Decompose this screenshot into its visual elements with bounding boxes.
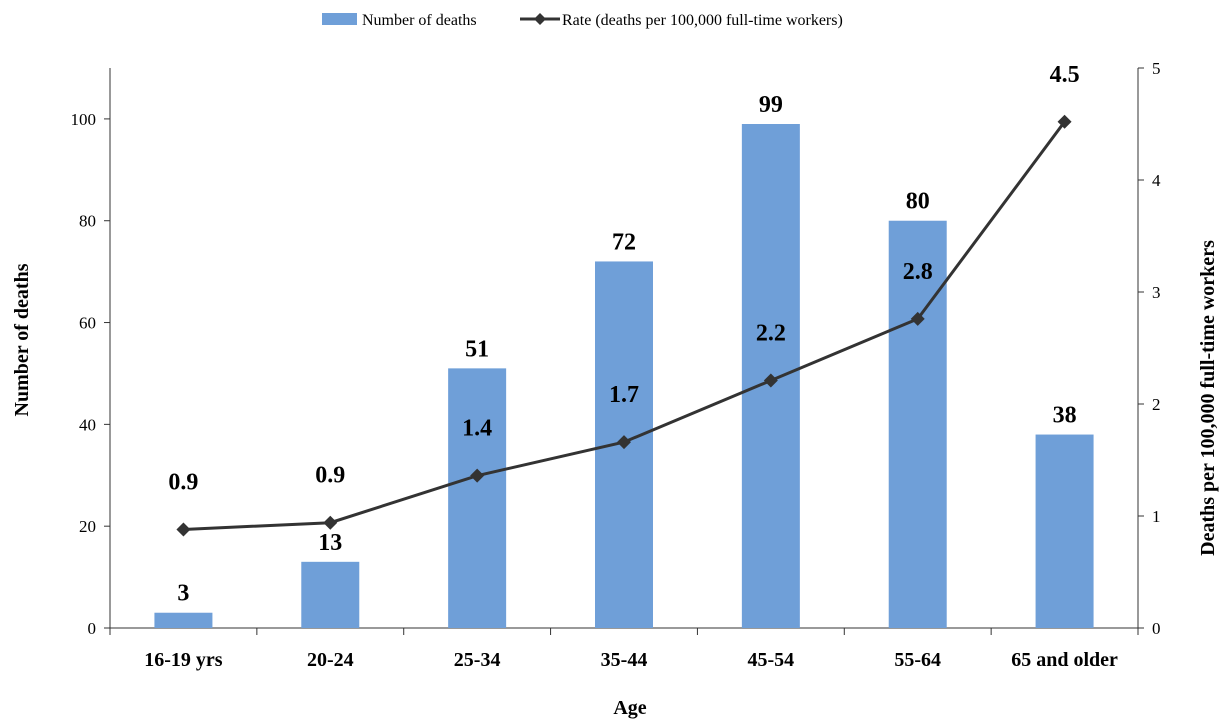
y-right-tick-label: 5: [1152, 59, 1161, 78]
rate-point: [910, 311, 925, 326]
rate-point: [323, 515, 338, 530]
rate-point: [176, 522, 191, 537]
bar: [888, 220, 947, 628]
bar-value-label: 80: [906, 189, 930, 215]
rate-value-label: 0.9: [168, 469, 198, 495]
y-left-tick-label: 60: [79, 314, 96, 333]
y-left-tick-label: 100: [71, 110, 97, 129]
y-right-tick-label: 3: [1152, 283, 1161, 302]
bar-value-label: 99: [759, 92, 783, 118]
rate-value-label: 2.8: [903, 259, 933, 285]
category-labels: 16-19 yrs 20-24 25-34 35-44 45-54 55-64 65 and…: [144, 649, 1118, 671]
rate-point: [617, 435, 631, 450]
category-label: 55-64: [894, 649, 941, 671]
bar-series: [154, 124, 1094, 628]
bar: [448, 368, 507, 628]
bar-value-label: 3: [177, 581, 189, 607]
bar-value-label: 13: [318, 530, 342, 556]
y-left-tick-label: 0: [88, 619, 97, 638]
legend-label-rate: Rate (deaths per 100,000 full-time worke…: [562, 12, 843, 29]
y-left-tick-label: 40: [79, 415, 96, 434]
rate-value-label: 1.7: [609, 382, 639, 408]
y-axis-left-ticks: 0 20 40 60 80 100: [71, 110, 110, 638]
y-left-tick-label: 80: [79, 212, 96, 231]
rate-value-label: 1.4: [462, 416, 492, 442]
rate-point: [1057, 114, 1072, 129]
bar: [301, 561, 360, 628]
bar-value-label: 51: [465, 336, 489, 362]
rate-value-label: 0.9: [315, 463, 345, 489]
bar: [154, 612, 213, 628]
legend: Number of deaths Rate (deaths per 100,00…: [322, 12, 843, 29]
category-label: 65 and older: [1011, 649, 1118, 671]
bar-value-label: 38: [1053, 403, 1077, 429]
category-label: 16-19 yrs: [144, 649, 223, 671]
bar: [1035, 434, 1094, 628]
category-label: 45-54: [748, 649, 795, 671]
y-left-tick-label: 20: [79, 517, 96, 536]
category-label: 25-34: [454, 649, 501, 671]
legend-label-deaths: Number of deaths: [362, 12, 477, 29]
y-right-tick-label: 0: [1152, 619, 1161, 638]
x-axis-ticks: [109, 628, 1139, 635]
rate-point: [470, 468, 485, 483]
legend-swatch-deaths: [322, 13, 357, 25]
rate-value-label: 4.5: [1050, 62, 1080, 88]
category-label: 20-24: [307, 649, 354, 671]
bar-data-labels: 3 13 51 72 99 80 38: [177, 92, 1076, 607]
y-right-tick-label: 2: [1152, 395, 1161, 414]
line-data-labels: 0.9 0.9 1.4 1.7 2.2 2.8 4.5: [168, 62, 1079, 496]
y-axis-right-title: Deaths per 100,000 full-time workers: [1197, 240, 1219, 556]
y-axis-left-title: Number of deaths: [11, 263, 33, 416]
rate-value-label: 2.2: [756, 320, 786, 346]
y-axis-right-ticks: 0 1 2 3 4 5: [1138, 59, 1161, 638]
x-axis-title: Age: [613, 697, 646, 719]
bar-value-label: 72: [612, 229, 636, 255]
category-label: 35-44: [601, 649, 648, 671]
rate-point: [763, 373, 778, 388]
y-right-tick-label: 1: [1152, 507, 1161, 526]
legend-swatch-rate-marker: [534, 13, 546, 25]
line-series: [176, 114, 1072, 537]
y-right-tick-label: 4: [1152, 171, 1161, 190]
